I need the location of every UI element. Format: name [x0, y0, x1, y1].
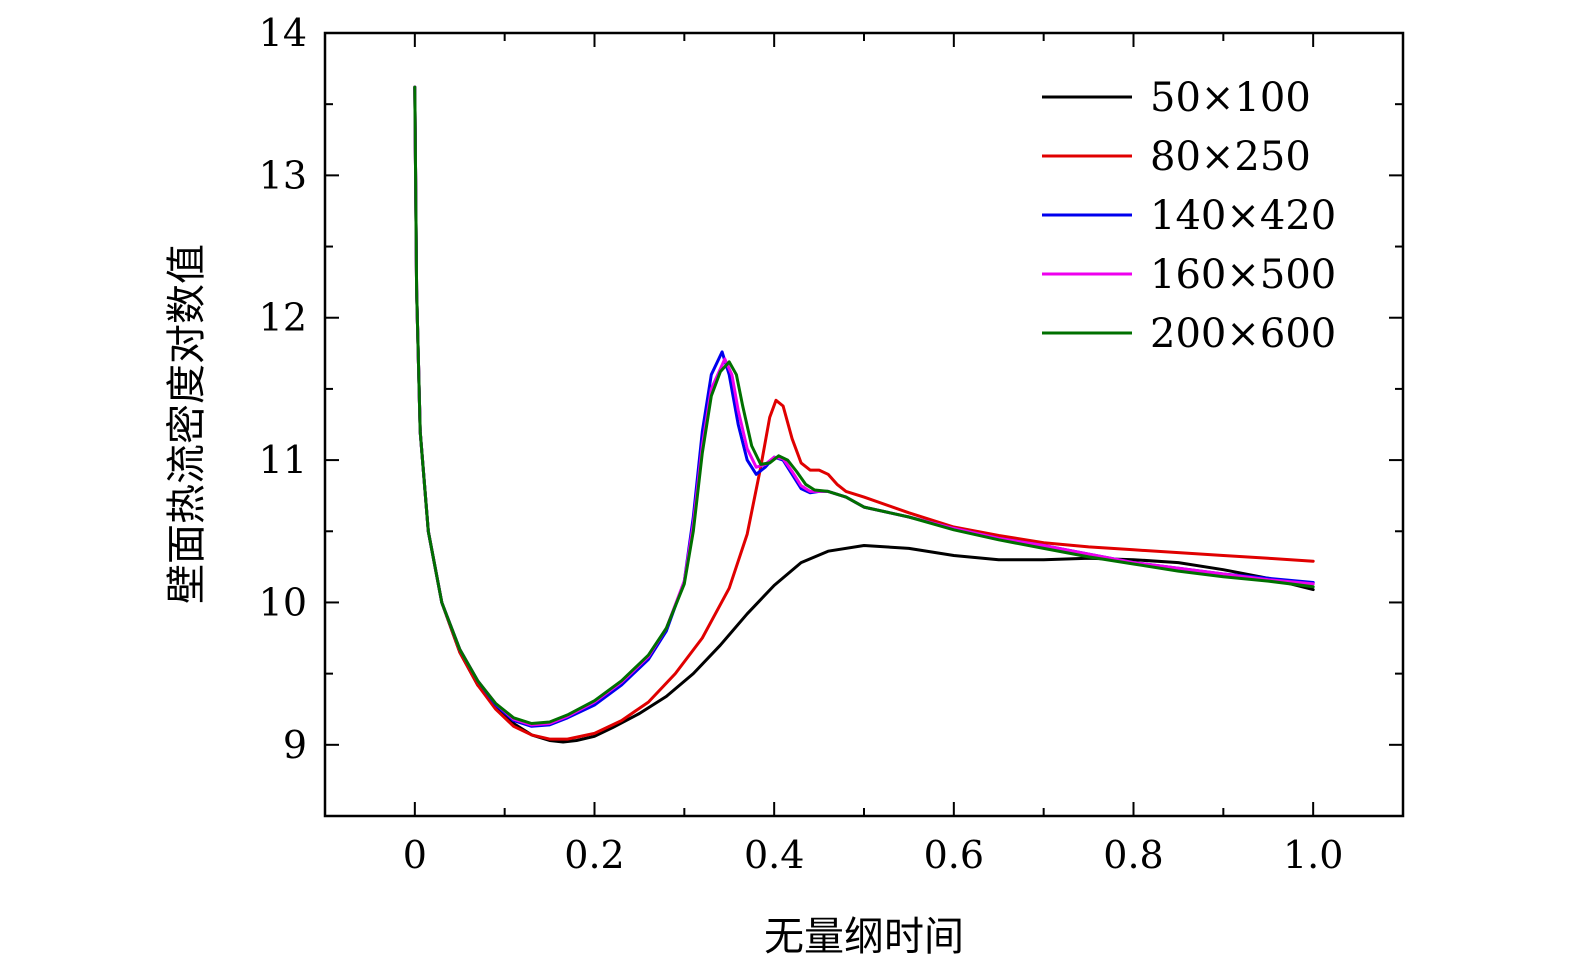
series-layer	[413, 85, 1315, 744]
legend-label-2: 80×250	[1150, 134, 1311, 180]
x-axis-title: 无量纲时间	[764, 914, 964, 960]
y-tick-label: 10	[259, 580, 307, 624]
series-line-1	[413, 85, 1315, 744]
axis-ticks: 0 0.2 0.4 0.6 0.8 1.0 9 10 11 12 13 14	[259, 11, 1404, 877]
series-line-2	[413, 85, 1315, 741]
y-axis-title: 壁面热流密度对数值	[164, 244, 210, 604]
series-line-3	[413, 85, 1315, 728]
y-tick-label: 12	[259, 296, 307, 340]
y-tick-label: 9	[283, 723, 307, 767]
x-tick-label: 0.2	[564, 833, 624, 877]
x-tick-label: 0.8	[1103, 833, 1163, 877]
x-tick-label: 0.6	[924, 833, 984, 877]
y-tick-label: 11	[259, 438, 307, 482]
y-tick-label: 14	[259, 11, 307, 55]
y-tick-label: 13	[259, 153, 307, 197]
series-line-5	[413, 85, 1315, 725]
x-tick-label: 1.0	[1283, 833, 1343, 877]
legend: 50×100 80×250 140×420 160×500 200×600	[1042, 75, 1336, 357]
legend-label-5: 200×600	[1150, 311, 1336, 357]
x-tick-label: 0	[403, 833, 427, 877]
legend-label-3: 140×420	[1150, 193, 1336, 239]
series-line-4	[413, 85, 1315, 727]
legend-label-1: 50×100	[1150, 75, 1311, 121]
legend-label-4: 160×500	[1150, 252, 1336, 298]
x-tick-label: 0.4	[744, 833, 804, 877]
